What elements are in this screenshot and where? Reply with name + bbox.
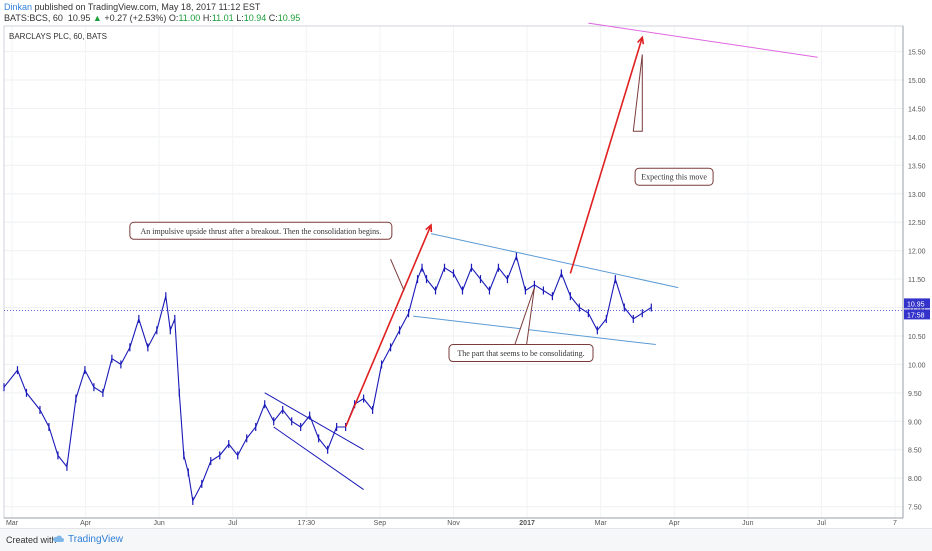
close-label: C: bbox=[268, 13, 278, 23]
down-channel-line bbox=[273, 426, 364, 490]
callout-impulse-text: An impulsive upside thrust after a break… bbox=[141, 227, 382, 236]
price-tick-label: 11.00 bbox=[908, 306, 925, 313]
price-tick-label: 8.50 bbox=[908, 448, 922, 455]
time-tick-label: 17:30 bbox=[298, 520, 316, 527]
price-tick-label: 12.00 bbox=[908, 249, 926, 256]
high-value: 11.01 bbox=[211, 13, 234, 23]
price-chart[interactable]: BARCLAYS PLC, 60, BATS 7.50 8.00 8.50 9.00 9… bbox=[0, 0, 932, 528]
callout-consolidating-pointer bbox=[511, 287, 535, 354]
callout-consolidating-text: The part that seems to be consolidating. bbox=[457, 349, 584, 358]
last-price: 10.95 bbox=[67, 13, 91, 23]
callout-expecting-pointer bbox=[632, 54, 643, 132]
target-line bbox=[588, 22, 818, 58]
price-scale: 7.50 8.00 8.50 9.00 9.50 10.00 10.50 11.00 11.50… bbox=[908, 50, 926, 512]
price-tick-label: 9.50 bbox=[908, 391, 922, 398]
last-price-tag: 10.95 bbox=[907, 301, 925, 308]
price-tick-label: 12.50 bbox=[908, 220, 926, 227]
change-value: +0.27 (+2.53%) bbox=[104, 13, 167, 23]
open-label: O: bbox=[168, 13, 179, 23]
expected-move-arrow bbox=[569, 37, 644, 274]
price-tick-label: 13.50 bbox=[908, 163, 926, 170]
impulse-arrow-head bbox=[425, 223, 433, 233]
time-tick-label: Mar bbox=[6, 520, 19, 527]
time-tick-label: Jul bbox=[817, 520, 826, 527]
price-tick-label: 15.00 bbox=[908, 78, 926, 85]
created-with-text: Created with bbox=[6, 535, 57, 545]
callout-expecting-box bbox=[634, 167, 714, 186]
price-tick-label: 7.50 bbox=[908, 505, 922, 512]
price-tick-label: 15.50 bbox=[908, 50, 926, 57]
open-value: 11.00 bbox=[178, 13, 201, 23]
change-arrow-icon: ▲ bbox=[92, 13, 102, 23]
high-label: H: bbox=[202, 13, 212, 23]
price-tick-label: 10.50 bbox=[908, 334, 926, 341]
callout-impulse-pointer bbox=[390, 259, 405, 291]
callouts: An impulsive upside thrust after a break… bbox=[129, 54, 714, 363]
price-tick-label: 14.50 bbox=[908, 106, 926, 113]
callout-consolidating-box bbox=[448, 344, 594, 363]
price-line bbox=[3, 255, 652, 502]
price-tick-label: 8.00 bbox=[908, 476, 922, 483]
price-tick-label: 9.00 bbox=[908, 419, 922, 426]
callout-impulse-box bbox=[129, 221, 393, 240]
consolidation-upper-line bbox=[430, 233, 679, 289]
footer-bar: Created with TradingView bbox=[0, 528, 932, 551]
time-tick-label: Nov bbox=[447, 520, 460, 527]
time-tick-label: Jul bbox=[228, 520, 237, 527]
time-tick-label: Mar bbox=[595, 520, 608, 527]
time-tag: 17:58 bbox=[907, 312, 925, 319]
price-tick-label: 14.00 bbox=[908, 135, 926, 142]
publish-info: Dinkan published on TradingView.com, May… bbox=[4, 2, 260, 12]
publish-text: published on TradingView.com, May 18, 20… bbox=[32, 2, 261, 12]
drawing-tools[interactable] bbox=[264, 22, 818, 490]
author-link[interactable]: Dinkan bbox=[4, 2, 33, 12]
callout-expecting-text: Expecting this move bbox=[641, 173, 707, 182]
time-scale: Mar Apr Jun Jul 17:30 Sep Nov 2017 Mar Apr Jun Jul 7 bbox=[6, 520, 897, 527]
last-price-tag-bg bbox=[904, 298, 930, 309]
time-tick-label: Sep bbox=[374, 520, 387, 527]
time-tick-label: 7 bbox=[893, 520, 897, 527]
time-tick-label: Jun bbox=[742, 520, 753, 527]
time-tick-label: 2017 bbox=[519, 520, 535, 527]
impulse-arrow bbox=[344, 224, 432, 428]
ohlc-line: BATS:BCS, 60 10.95 ▲ +0.27 (+2.53%) O:11… bbox=[4, 13, 300, 23]
low-label: L: bbox=[236, 13, 244, 23]
cloud-icon bbox=[53, 535, 64, 542]
close-value: 10.95 bbox=[277, 13, 301, 23]
price-tick-label: 13.00 bbox=[908, 192, 926, 199]
down-channel-line bbox=[264, 392, 364, 451]
time-tick-label: Jun bbox=[154, 520, 165, 527]
time-tag-bg bbox=[904, 309, 930, 320]
price-series bbox=[3, 252, 903, 505]
grid-lines bbox=[4, 26, 903, 518]
time-tick-label: Apr bbox=[669, 520, 681, 527]
low-value: 10.94 bbox=[243, 13, 267, 23]
symbol-label: BATS:BCS, 60 bbox=[4, 13, 63, 23]
consolidation-lower-line bbox=[412, 315, 656, 346]
tradingview-link[interactable]: TradingView bbox=[68, 534, 124, 545]
chart-header: Dinkan published on TradingView.com, May… bbox=[0, 0, 932, 26]
price-tick-label: 11.50 bbox=[908, 277, 925, 284]
price-tags: 10.95 17:58 bbox=[904, 298, 930, 320]
price-tick-label: 10.00 bbox=[908, 362, 926, 369]
expected-move-arrow-head bbox=[636, 35, 645, 45]
chart-title: BARCLAYS PLC, 60, BATS bbox=[9, 32, 107, 41]
time-tick-label: Apr bbox=[80, 520, 92, 527]
